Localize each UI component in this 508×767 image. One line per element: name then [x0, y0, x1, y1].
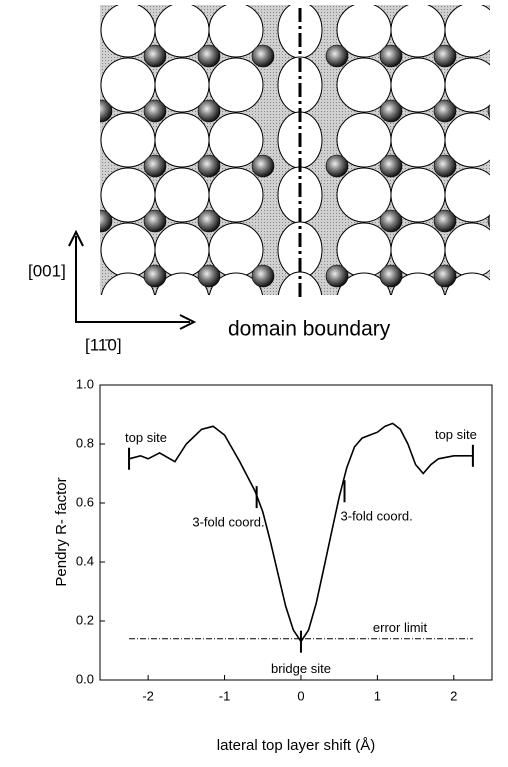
x-tick-label: 1: [374, 688, 381, 703]
atom-small: [380, 265, 402, 287]
x-tick-label: 2: [450, 688, 457, 703]
curve: [129, 423, 473, 641]
y-tick-label: 0.2: [76, 612, 94, 627]
atom-small: [144, 45, 166, 67]
y-tick-label: 0.4: [76, 553, 94, 568]
atom-small: [252, 155, 274, 177]
atom-small: [90, 210, 112, 232]
site-label: 3-fold coord.: [341, 509, 413, 524]
atom-small: [90, 315, 112, 337]
atom-small: [434, 210, 456, 232]
atom-small: [434, 265, 456, 287]
x-axis-label: lateral top layer shift (Å): [217, 737, 375, 754]
atom-small: [198, 265, 220, 287]
atom-small: [144, 315, 166, 337]
atom-small: [90, 100, 112, 122]
atom-small: [380, 210, 402, 232]
atom-small: [198, 45, 220, 67]
y-tick-label: 0.8: [76, 435, 94, 450]
figure: [001] [11̄0] domain boundary lateral top…: [0, 0, 508, 767]
x-tick-label: 0: [297, 688, 304, 703]
atom-small: [380, 100, 402, 122]
atom-small: [434, 45, 456, 67]
atom-small: [488, 210, 508, 232]
atom-small: [488, 315, 508, 337]
atom-small: [198, 100, 220, 122]
annotation: error limit: [373, 620, 428, 635]
atom-small: [198, 315, 220, 337]
site-label: bridge site: [271, 661, 331, 676]
y-tick-label: 0.0: [76, 671, 94, 686]
atom-small: [326, 265, 348, 287]
atom-small: [434, 315, 456, 337]
atom-small: [252, 265, 274, 287]
x-tick-label: -1: [219, 688, 231, 703]
atom-small: [326, 45, 348, 67]
atom-small: [198, 210, 220, 232]
atom-small: [144, 100, 166, 122]
atom-small: [144, 155, 166, 177]
atom-small: [144, 265, 166, 287]
y-tick-label: 1.0: [76, 376, 94, 391]
x-tick-label: -2: [142, 688, 154, 703]
atom-small: [198, 155, 220, 177]
y-tick-label: 0.6: [76, 494, 94, 509]
site-label: top site: [125, 430, 167, 445]
atom-small: [380, 45, 402, 67]
atom-small: [434, 155, 456, 177]
site-label: top site: [435, 427, 477, 442]
y-axis-label: Pendry R- factor: [53, 477, 70, 586]
atom-small: [488, 100, 508, 122]
direction-label: [001]: [28, 261, 66, 280]
atom-small: [326, 155, 348, 177]
site-label: 3-fold coord.: [192, 515, 264, 530]
atom-small: [144, 210, 166, 232]
atom-small: [252, 45, 274, 67]
atom-small: [380, 155, 402, 177]
atom-small: [434, 100, 456, 122]
plot: 0.0 0.2 0.4 0.6 0.8 1.0 -2 -1 0 1 2 error limit top …: [76, 376, 477, 703]
caption: domain boundary: [228, 318, 391, 341]
direction-label: [11̄0]: [85, 335, 122, 354]
